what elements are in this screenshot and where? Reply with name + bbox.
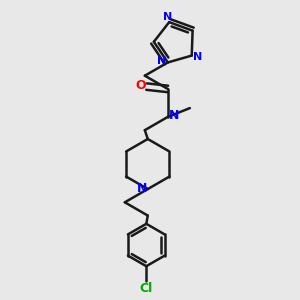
Text: N: N bbox=[157, 56, 166, 66]
Text: N: N bbox=[193, 52, 202, 62]
Text: N: N bbox=[163, 12, 172, 22]
Text: N: N bbox=[137, 182, 147, 195]
Text: Cl: Cl bbox=[140, 282, 153, 295]
Text: O: O bbox=[135, 79, 146, 92]
Text: N: N bbox=[169, 109, 179, 122]
